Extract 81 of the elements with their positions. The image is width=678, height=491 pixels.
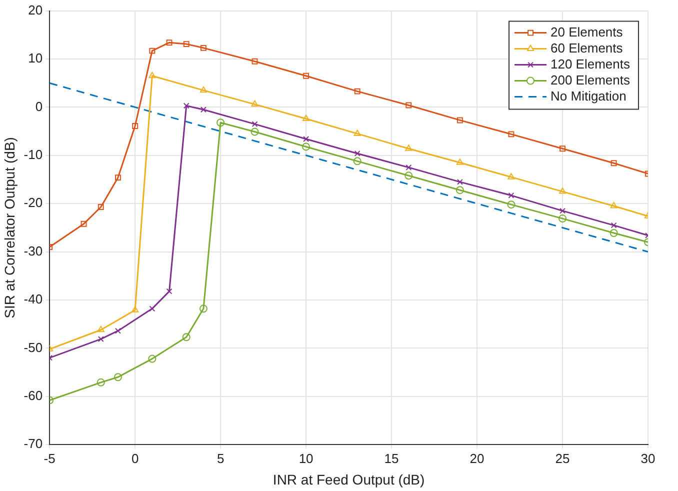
point: [96, 378, 105, 386]
y-tick-label: 10: [28, 50, 43, 66]
point: [98, 204, 104, 210]
x-tick-label: 15: [384, 450, 399, 466]
point: [610, 229, 618, 237]
point: [250, 128, 259, 136]
point: [508, 131, 514, 138]
point: [406, 164, 412, 170]
point: [610, 160, 617, 166]
y-tick-label: -50: [24, 340, 43, 355]
point: [456, 186, 464, 194]
point: [353, 157, 362, 166]
y-tick-label: -30: [24, 243, 43, 258]
legend-label: 120 Elements: [550, 56, 630, 72]
point: [354, 130, 361, 136]
point: [354, 88, 360, 94]
point: [115, 328, 121, 334]
x-tick-label: 20: [470, 450, 484, 466]
x-axis-title: INR at Feed Output (dB): [272, 471, 425, 488]
point: [149, 306, 156, 312]
point: [216, 118, 225, 127]
point: [252, 58, 258, 64]
point: [507, 200, 516, 209]
point: [252, 121, 258, 128]
legend-label: 20 Elements: [550, 24, 624, 40]
point: [98, 336, 104, 342]
point: [558, 188, 566, 194]
point: [405, 144, 412, 151]
point: [354, 150, 360, 156]
point: [200, 44, 206, 51]
y-tick-label: -70: [24, 436, 43, 452]
point: [132, 123, 138, 129]
point: [302, 114, 310, 122]
point: [97, 326, 104, 332]
point: [560, 146, 566, 152]
point: [199, 304, 208, 313]
point: [200, 86, 207, 93]
x-tick-label: -5: [44, 450, 56, 466]
point: [132, 306, 139, 312]
point: [200, 106, 206, 113]
x-tick-label: 0: [131, 450, 139, 466]
point: [114, 373, 122, 382]
point: [149, 48, 156, 54]
point: [456, 158, 464, 165]
x-tick-label: 25: [555, 450, 570, 466]
point: [558, 214, 567, 223]
y-tick-label: -60: [24, 388, 43, 403]
point: [406, 102, 412, 108]
y-tick-label: 20: [28, 2, 43, 18]
point: [560, 208, 566, 214]
y-axis-title: SIR at Correlator Output (dB): [1, 137, 18, 318]
point: [183, 102, 190, 109]
legend-label: 60 Elements: [550, 40, 624, 56]
point: [251, 100, 258, 107]
y-tick-label: -20: [24, 195, 43, 210]
point: [166, 288, 172, 294]
point: [303, 72, 310, 79]
point: [456, 117, 463, 124]
point: [610, 202, 618, 208]
x-tick-label: 10: [298, 450, 314, 466]
point: [508, 173, 515, 180]
point: [80, 220, 87, 227]
point: [508, 192, 514, 198]
point: [404, 172, 413, 180]
point: [183, 41, 190, 48]
legend-label: No Mitigation: [550, 88, 626, 104]
y-tick-label: -40: [24, 292, 43, 307]
point: [610, 222, 617, 228]
legend-label: 200 Elements: [550, 72, 630, 88]
x-tick-label: 5: [216, 450, 224, 466]
y-tick-label: -10: [24, 146, 43, 162]
point: [148, 354, 156, 363]
point: [302, 142, 310, 151]
point: [303, 136, 310, 142]
point: [166, 40, 172, 46]
point: [148, 72, 156, 78]
point: [182, 333, 190, 342]
point: [115, 174, 121, 181]
y-tick-label: 0: [35, 98, 43, 114]
point: [456, 178, 463, 185]
x-tick-label: 30: [640, 450, 656, 466]
